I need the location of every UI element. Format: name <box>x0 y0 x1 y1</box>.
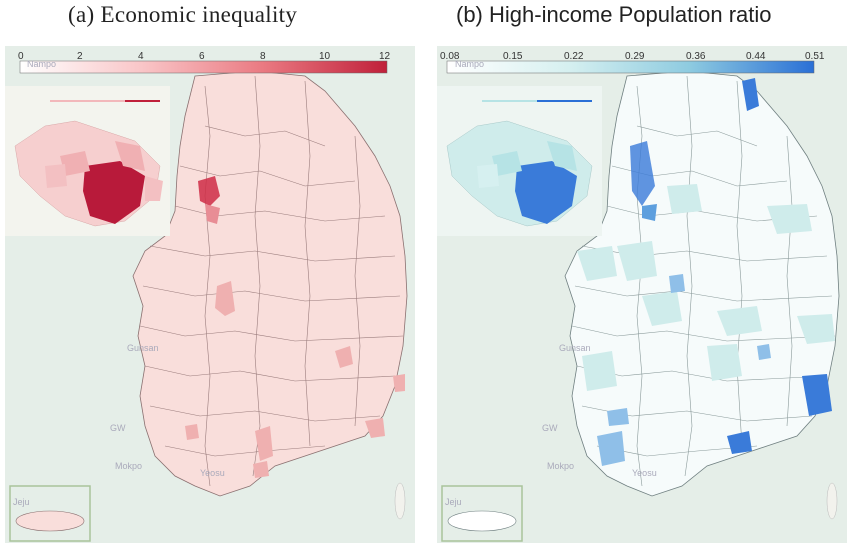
highlight-daegu <box>335 346 353 368</box>
inset-seoul-map <box>5 86 170 236</box>
inset-seoul-map <box>437 86 602 236</box>
highlight-daegu <box>757 344 771 360</box>
highlight-gwangju <box>185 424 199 440</box>
legend-tick: 6 <box>199 51 205 62</box>
highlight-yeosu <box>253 461 269 478</box>
basemap-label-jeju: Jeju <box>13 497 30 507</box>
legend-economic-inequality: 0 2 4 6 8 10 12 <box>18 51 391 74</box>
ulleung-island <box>826 482 838 520</box>
highlight-north-east <box>742 78 759 111</box>
legend-tick: 0.08 <box>440 51 460 62</box>
highlight-gwangju-west <box>597 431 625 466</box>
map-panel-high-income-ratio: 0.08 0.15 0.22 0.29 0.36 0.44 0.51 Nampo… <box>437 46 847 543</box>
panel-b-title: (b) High-income Population ratio <box>456 2 772 27</box>
basemap-label-gunsan: Gunsan <box>559 343 591 353</box>
basemap-label-gunsan: Gunsan <box>127 343 159 353</box>
inset-jeju: Jeju <box>441 485 523 542</box>
inset-jeju: Jeju <box>9 485 91 542</box>
highlight-ulsan <box>802 374 832 416</box>
legend-tick: 0.44 <box>746 51 766 62</box>
basemap-label-jeju: Jeju <box>445 497 462 507</box>
highlight-seoul-core <box>198 176 220 206</box>
highlight-ulsan <box>393 374 405 392</box>
legend-tick: 10 <box>319 51 331 62</box>
legend-tick: 0.36 <box>686 51 706 62</box>
highlight-changwon <box>727 431 752 454</box>
highlight-daejeon <box>215 281 235 316</box>
highlight-seoul-core <box>630 141 655 206</box>
legend-tick: 2 <box>77 51 83 62</box>
basemap-label-gw: GW <box>110 423 126 433</box>
basemap-label-yeosu: Yeosu <box>200 468 225 478</box>
basemap-label-nampo: Nampo <box>27 59 56 69</box>
highlight-seoul-south <box>642 204 657 221</box>
region-borders <box>139 75 404 487</box>
legend-tick: 0.29 <box>625 51 645 62</box>
map-panel-economic-inequality: 0 2 4 6 8 10 12 Nampo Gunsan GW Mokpo Ye… <box>5 46 415 543</box>
legend-high-income-ratio: 0.08 0.15 0.22 0.29 0.36 0.44 0.51 <box>440 51 825 74</box>
inset-gangnam <box>83 161 145 224</box>
legend-tick: 0 <box>18 51 24 62</box>
highlight-mokpo <box>607 408 629 426</box>
legend-tick: 8 <box>260 51 266 62</box>
basemap-label-nampo: Nampo <box>455 59 484 69</box>
legend-tick: 12 <box>379 51 391 62</box>
panel-a-title: (a) Economic inequality <box>68 2 298 27</box>
highlight-sejong <box>669 274 685 293</box>
highlight-seoul-south <box>205 204 220 224</box>
legend-tick: 0.51 <box>805 51 825 62</box>
highlight-busan <box>365 418 385 438</box>
light-regions <box>577 184 835 391</box>
basemap-label-gw: GW <box>542 423 558 433</box>
highlight-suncheon <box>255 426 273 461</box>
basemap-label-yeosu: Yeosu <box>632 468 657 478</box>
basemap-label-mokpo: Mokpo <box>115 461 142 471</box>
legend-tick: 0.22 <box>564 51 584 62</box>
basemap-label-mokpo: Mokpo <box>547 461 574 471</box>
legend-tick: 0.15 <box>503 51 523 62</box>
legend-tick: 4 <box>138 51 144 62</box>
ulleung-island <box>394 482 406 520</box>
inset-gangnam <box>515 161 577 224</box>
